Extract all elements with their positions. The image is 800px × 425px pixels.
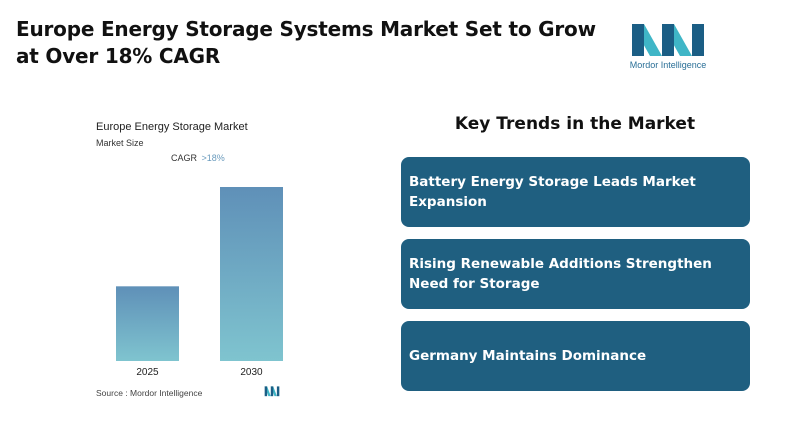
bar-2030 [220, 187, 283, 361]
brand-name: Mordor Intelligence [629, 60, 707, 70]
cagr-text: CAGR [171, 153, 198, 163]
trend-card-germany-dominance: Germany Maintains Dominance [401, 321, 750, 391]
trend-card-renewable-additions: Rising Renewable Additions Strengthen Ne… [401, 239, 750, 309]
trend-card-label: Battery Energy Storage Leads Market Expa… [409, 174, 696, 210]
x-tick-label: 2025 [136, 367, 159, 378]
trends-heading: Key Trends in the Market [454, 114, 696, 134]
chart-title: Europe Energy Storage Market [96, 121, 248, 133]
trend-card-battery-storage: Battery Energy Storage Leads Market Expa… [401, 157, 750, 227]
source-note: Source : Mordor Intelligence [96, 388, 203, 398]
chart-subtitle: Market Size [96, 138, 144, 148]
trend-card-label: Rising Renewable Additions Strengthen Ne… [409, 256, 712, 292]
bar-2025 [116, 286, 179, 361]
bar-chart: 2025 2030 [116, 187, 283, 378]
page-title: Europe Energy Storage Systems Market Set… [16, 17, 596, 68]
cagr-value: >18% [201, 153, 225, 163]
x-tick-label: 2030 [240, 367, 263, 378]
mordor-logo-icon [632, 24, 704, 56]
cagr-label: CAGR >18% [171, 153, 225, 163]
source-logo-icon [264, 386, 280, 397]
trend-card-label: Germany Maintains Dominance [409, 348, 647, 364]
